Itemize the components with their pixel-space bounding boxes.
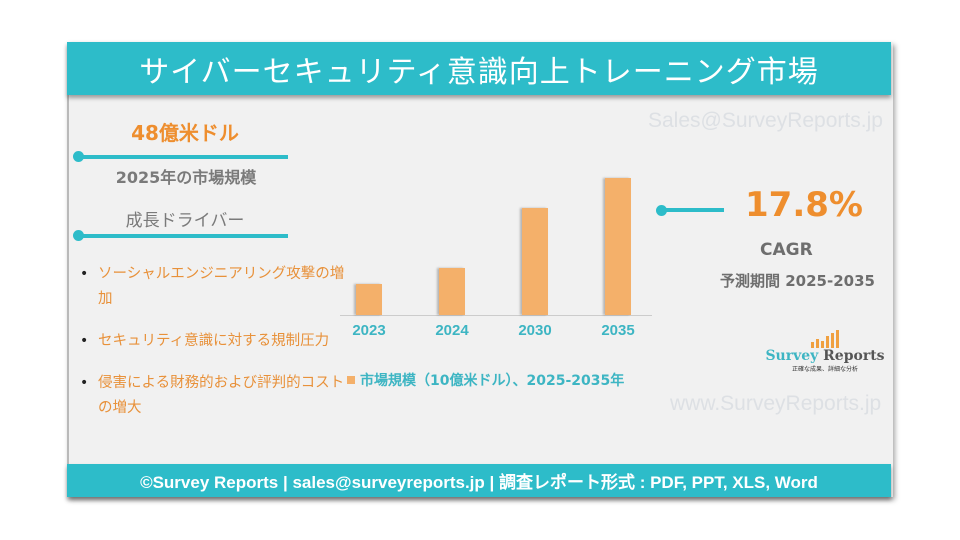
bar-chart xyxy=(340,160,652,320)
forecast-period: 予測期間 2025-2035 xyxy=(720,272,875,290)
footer-text: ©Survey Reports | sales@surveyreports.jp… xyxy=(140,473,818,492)
divider-line xyxy=(78,155,288,159)
list-item: • セキュリティ意識に対する規制圧力 xyxy=(78,329,348,354)
bar-2035 xyxy=(605,178,631,315)
chart-baseline xyxy=(340,315,652,316)
footer-banner: ©Survey Reports | sales@surveyreports.jp… xyxy=(67,464,891,497)
legend-swatch-icon xyxy=(347,376,355,384)
bullet-icon: • xyxy=(80,266,89,282)
bar-2024 xyxy=(439,268,465,315)
bullet-icon: • xyxy=(80,375,89,391)
logo-name: Survey Reports xyxy=(765,348,885,364)
title-banner: サイバーセキュリティ意識向上トレーニング市場 xyxy=(67,42,891,95)
market-size-value: 48億米ドル xyxy=(131,121,239,145)
bullet-icon: • xyxy=(80,333,89,349)
page-title: サイバーセキュリティ意識向上トレーニング市場 xyxy=(139,54,819,90)
growth-drivers-list: • ソーシャルエンジニアリング攻撃の増加 • セキュリティ意識に対する規制圧力 • 侵… xyxy=(78,262,348,438)
list-item: • 侵害による財務的および評判的コストの増大 xyxy=(78,371,348,421)
x-axis-label: 2024 xyxy=(435,322,469,339)
infographic-card xyxy=(67,42,893,497)
cagr-label: CAGR xyxy=(760,240,813,260)
survey-reports-logo: Survey Reports 正確な成果、詳細な分析 xyxy=(765,330,885,373)
x-axis-label: 2023 xyxy=(352,322,386,339)
list-item: • ソーシャルエンジニアリング攻撃の増加 xyxy=(78,262,348,312)
x-axis-label: 2030 xyxy=(518,322,552,339)
website-watermark: www.SurveyReports.jp xyxy=(670,392,882,415)
email-watermark: Sales@SurveyReports.jp xyxy=(648,109,883,132)
growth-drivers-heading: 成長ドライバー xyxy=(125,211,245,231)
divider-line xyxy=(660,208,724,212)
chart-legend: 市場規模（10億米ドル）、2025-2035年 xyxy=(347,370,624,390)
divider-line xyxy=(78,234,288,238)
bar-2030 xyxy=(522,208,548,315)
x-axis-label: 2035 xyxy=(601,322,635,339)
bar-chart-logo-icon xyxy=(765,330,885,348)
legend-label: 市場規模（10億米ドル）、2025-2035年 xyxy=(360,373,625,389)
market-size-label: 2025年の市場規模 xyxy=(115,168,257,187)
bar-2023 xyxy=(356,284,382,315)
cagr-value: 17.8% xyxy=(745,185,863,225)
logo-tagline: 正確な成果、詳細な分析 xyxy=(791,366,858,373)
